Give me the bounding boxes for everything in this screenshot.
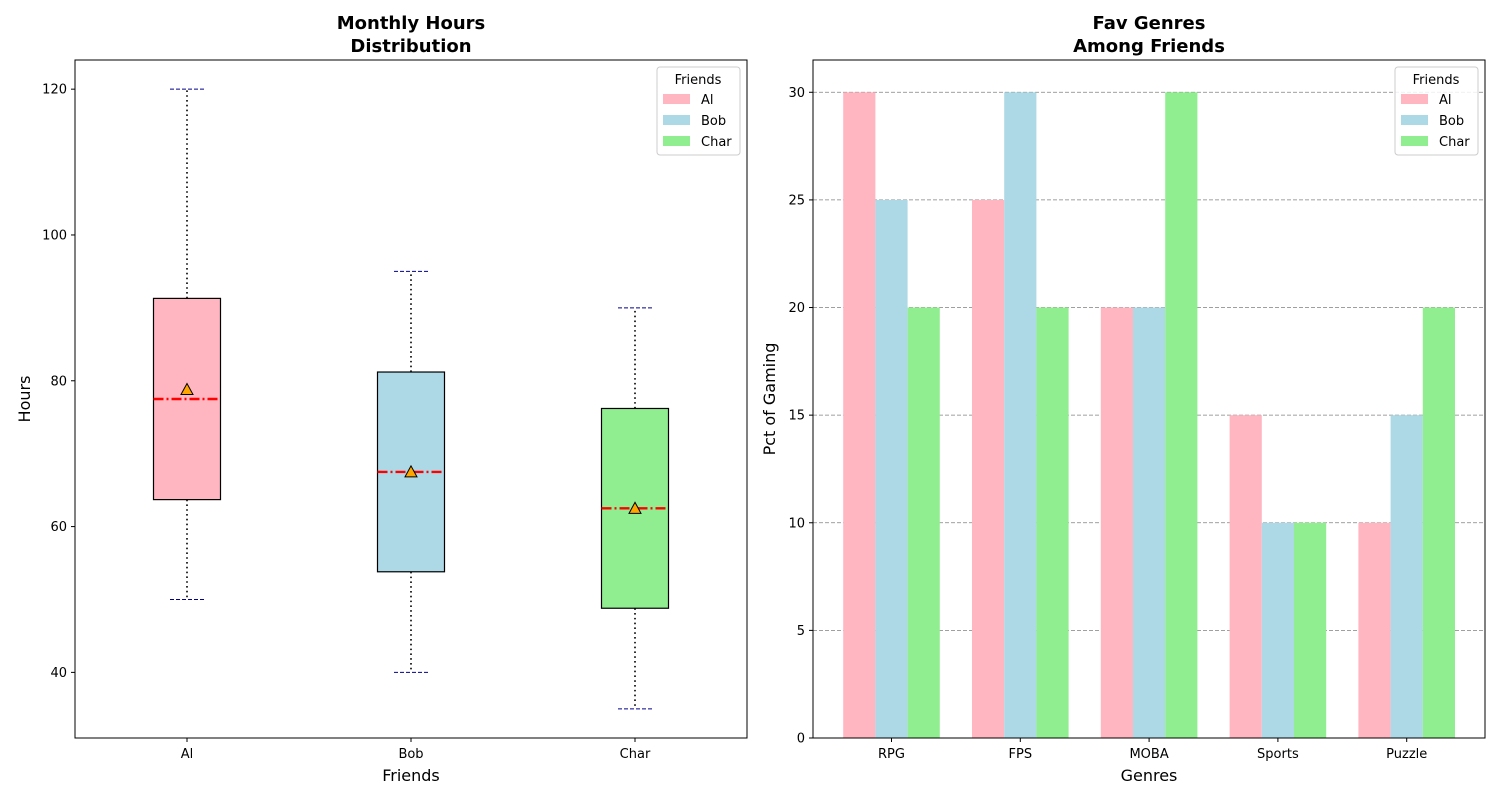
bar-chart-y-axis-label: Pct of Gaming: [760, 343, 779, 456]
box-chart-x-axis-label: Friends: [382, 766, 440, 785]
box-x-tick-label: Al: [181, 747, 194, 762]
box-chart: Monthly Hours Distribution 40 60 80 100 120 A…: [15, 13, 748, 785]
bar-y-tick-label: 5: [797, 624, 805, 639]
mean-marker-bob: [404, 464, 418, 478]
bar-al-fps: [972, 199, 1005, 738]
bar-char-sports: [1294, 522, 1327, 738]
bar-al-sports: [1229, 415, 1262, 738]
mean-marker-char: [628, 501, 642, 514]
box-legend-swatch-al: [663, 94, 690, 104]
bar-y-tick-label: 10: [788, 516, 805, 531]
bar-chart-title-line2: Among Friends: [1073, 36, 1225, 57]
bar-char-rpg: [907, 307, 940, 738]
bar-legend-label-char: Char: [1439, 135, 1470, 150]
bar-legend-label-bob: Bob: [1439, 114, 1464, 129]
bar-bob-puzzle: [1390, 415, 1423, 738]
box-y-tick-label: 40: [50, 666, 67, 681]
bar-char-moba: [1165, 92, 1198, 739]
bar-y-tick-label: 20: [788, 301, 805, 316]
box-x-tick-label: Char: [620, 747, 651, 762]
bar-legend-swatch-char: [1401, 136, 1428, 146]
box-legend-label-bob: Bob: [701, 114, 726, 129]
bar-x-tick-label: Puzzle: [1386, 747, 1427, 762]
box-y-tick-label: 80: [50, 374, 67, 389]
box-legend-label-al: Al: [701, 93, 714, 108]
bar-legend-swatch-al: [1401, 94, 1428, 104]
bar-chart-legend: Friends Al Bob Char: [1394, 66, 1479, 156]
box-y-tick-label: 100: [42, 228, 67, 243]
bar-chart-x-axis-label: Genres: [1121, 766, 1178, 785]
bar-x-tick-label: FPS: [1009, 747, 1033, 762]
bar-legend-swatch-bob: [1401, 115, 1428, 125]
bar-char-fps: [1036, 307, 1069, 738]
box-chart-legend: Friends Al Bob Char: [656, 66, 741, 156]
bar-x-tick-label: Sports: [1257, 747, 1299, 762]
box-legend-title: Friends: [675, 73, 722, 88]
bar-bob-moba: [1133, 307, 1166, 738]
box-legend-swatch-char: [663, 136, 690, 146]
box-legend-swatch-bob: [663, 115, 690, 125]
bar-char-puzzle: [1422, 307, 1455, 738]
bar-plot-area: 0 5 10 15 20 25 30 RPG FPS MOBA Sports Puzzle: [788, 59, 1486, 762]
bar-x-tick-label: MOBA: [1129, 747, 1168, 762]
bar-y-tick-label: 25: [788, 193, 805, 208]
bar-al-moba: [1100, 307, 1133, 738]
bar-bob-fps: [1004, 92, 1037, 739]
box-plot-area: 40 60 80 100 120 Al Bob Char: [42, 59, 748, 762]
box-chart-y-axis-label: Hours: [15, 376, 34, 423]
box-legend-label-char: Char: [701, 135, 732, 150]
bar-al-puzzle: [1358, 522, 1391, 738]
bar-y-tick-label: 0: [797, 732, 805, 747]
box-axes-frame: [74, 59, 748, 739]
bar-legend-label-al: Al: [1439, 93, 1452, 108]
bar-axes-frame: [812, 59, 1486, 739]
bar-bob-sports: [1261, 522, 1294, 738]
bar-chart: Fav Genres Among Friends 0 5 10 15 20 25 30 RPG…: [760, 13, 1486, 785]
box-y-tick-label: 120: [42, 83, 67, 98]
bar-chart-title-line1: Fav Genres: [1093, 13, 1206, 34]
bar-al-rpg: [843, 92, 876, 739]
bar-y-tick-label: 15: [788, 409, 805, 424]
box-y-tick-label: 60: [50, 520, 67, 535]
bar-y-tick-label: 30: [788, 86, 805, 101]
box-x-tick-label: Bob: [398, 747, 423, 762]
bar-legend-frame: [1394, 66, 1479, 156]
bar-legend-title: Friends: [1413, 73, 1460, 88]
box-legend-frame: [656, 66, 741, 156]
box-chart-title-line2: Distribution: [350, 36, 471, 57]
bar-bob-rpg: [875, 199, 908, 738]
bar-x-tick-label: RPG: [878, 747, 905, 762]
box-chart-title-line1: Monthly Hours: [337, 13, 486, 34]
mean-marker-al: [180, 382, 194, 396]
